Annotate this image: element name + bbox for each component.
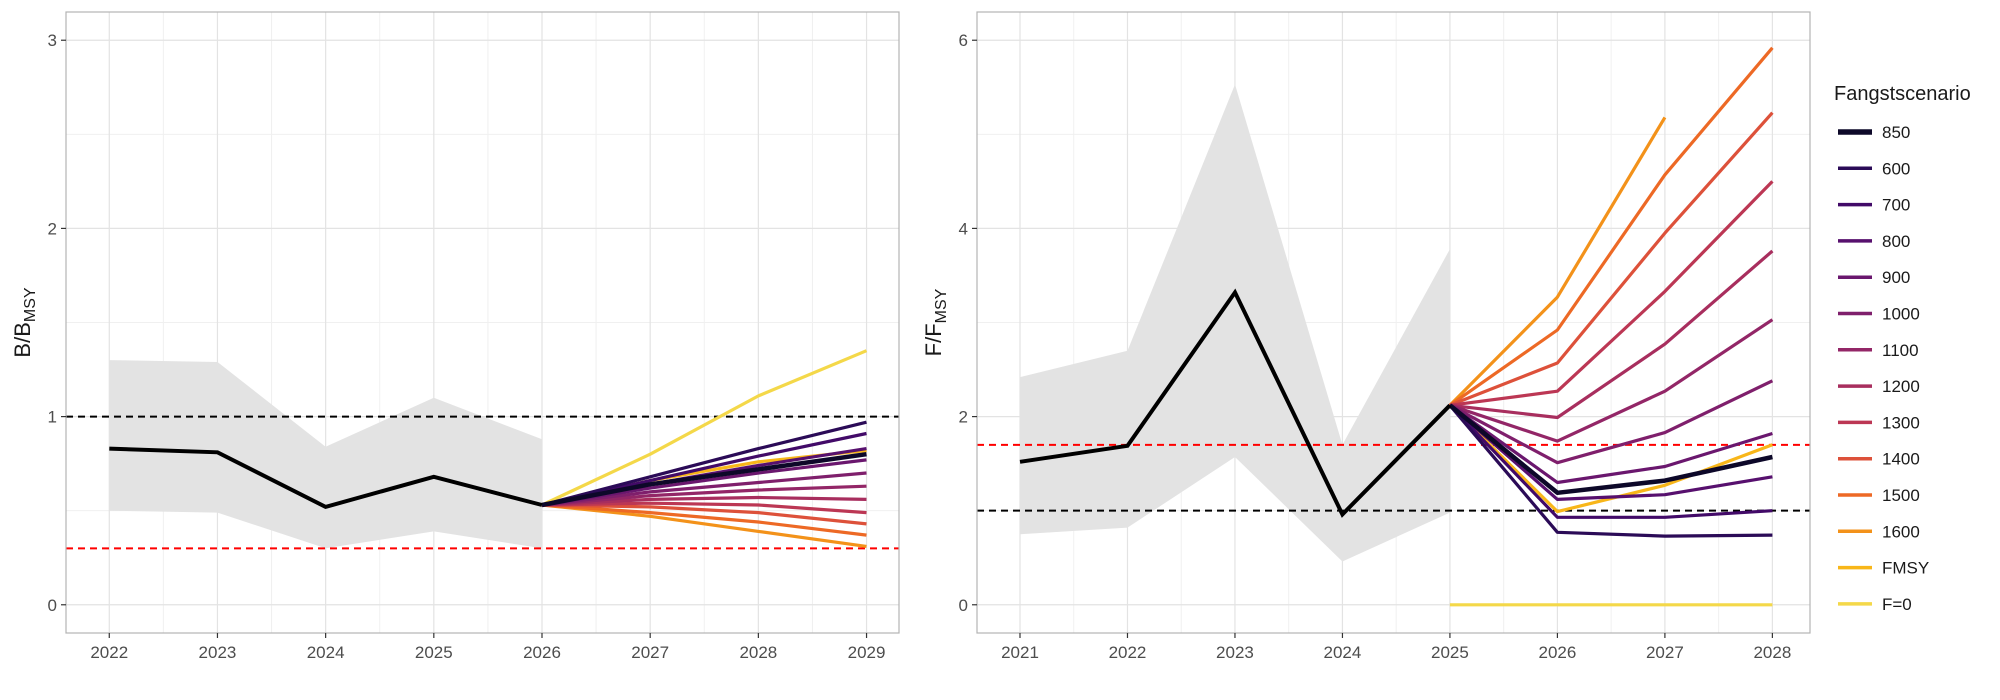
legend-label: 600 [1882, 159, 1910, 178]
x-tick-label: 2025 [415, 643, 453, 662]
y-tick-label: 1 [48, 408, 57, 427]
uncertainty-band [109, 360, 543, 549]
x-tick-label: 2024 [1324, 643, 1362, 662]
series-line-1100 [1449, 318, 1774, 443]
historical-line [109, 446, 543, 510]
series-line-850 [1448, 403, 1773, 496]
legend-label: 800 [1882, 232, 1910, 251]
x-tick-label: 2026 [523, 643, 561, 662]
series-line-1100 [541, 484, 867, 507]
x-tick-label: 2021 [1001, 643, 1039, 662]
legend-label: 1100 [1882, 341, 1919, 360]
legend-label: 700 [1882, 196, 1910, 215]
series-line-600 [541, 420, 867, 507]
series-line-1600 [541, 503, 867, 548]
x-tick-label: 2022 [1109, 643, 1147, 662]
minor-grid [66, 12, 899, 633]
historical-line [1019, 288, 1452, 518]
legend-label: 1500 [1882, 486, 1920, 505]
series-line-600 [1448, 404, 1773, 538]
x-tick-label: 2027 [631, 643, 669, 662]
series-line-900 [1448, 404, 1773, 485]
legend-label: 1400 [1882, 450, 1920, 469]
series-line-1000 [541, 471, 867, 507]
x-tick-label: 2029 [848, 643, 886, 662]
series-line-1500 [1448, 46, 1774, 407]
y-tick-label: 3 [48, 31, 57, 50]
x-tick-label: 2022 [90, 643, 128, 662]
y-axis-title-main: B/B [10, 322, 35, 357]
series-line-1600 [1448, 116, 1667, 407]
series-line-800 [1448, 404, 1773, 501]
legend-label: 1300 [1882, 413, 1920, 432]
y-tick-label: 2 [959, 408, 968, 427]
minor-grid [977, 12, 1810, 633]
legend-label: 850 [1882, 123, 1910, 142]
legend-title: Fangstscenario [1834, 83, 1971, 105]
y-tick-label: 4 [959, 219, 968, 238]
y-axis-title-main: F/F [921, 323, 946, 356]
legend-label: 1600 [1882, 522, 1920, 541]
panel-fmsy: 2021 2022 2023 2024 2025 2026 2027 2028 0 2 4 6 F/FM… [921, 11, 1811, 662]
series-line-700 [1448, 404, 1773, 519]
x-tick-label: 2028 [1753, 643, 1791, 662]
legend: Fangstscenario 850 600 700 800 900 1000 1100 12… [1834, 83, 1971, 614]
series-line-1300 [541, 501, 867, 515]
series-line-1500 [541, 503, 867, 537]
series-line-1400 [1449, 111, 1774, 407]
series-line-1000 [1449, 379, 1774, 465]
x-tick-label: 2023 [199, 643, 237, 662]
series-line-850 [541, 451, 867, 508]
y-tick-label: 0 [48, 596, 57, 615]
y-axis-title: B/BMSY [10, 287, 39, 357]
x-tick-label: 2026 [1538, 643, 1576, 662]
y-axis-title-subscript: MSY [933, 288, 950, 323]
y-axis-title: F/FMSY [921, 288, 950, 356]
x-tick-label: 2024 [307, 643, 345, 662]
legend-label: 1200 [1882, 377, 1920, 396]
y-axis-title-subscript: MSY [22, 287, 39, 322]
y-tick-label: 0 [959, 596, 968, 615]
x-tick-label: 2023 [1216, 643, 1254, 662]
series-line-1300 [1449, 180, 1774, 407]
panel-border [65, 11, 900, 634]
y-tick-label: 6 [959, 31, 968, 50]
series-line-1400 [541, 503, 867, 526]
legend-label: 1000 [1882, 305, 1920, 324]
legend-label: F=0 [1882, 595, 1912, 614]
y-tick-label: 2 [48, 219, 57, 238]
series-line-1200 [541, 495, 867, 507]
series-line-1200 [1449, 249, 1774, 420]
series-line-F0 [541, 349, 868, 507]
x-tick-label: 2025 [1431, 643, 1469, 662]
legend-label: FMSY [1882, 559, 1929, 578]
x-tick-label: 2027 [1646, 643, 1684, 662]
panel-bmsy: 2022 2023 2024 2025 2026 2027 2028 2029 0 1 2 3 B/BM… [10, 11, 900, 662]
legend-label: 900 [1882, 268, 1910, 287]
panel-border [976, 11, 1811, 634]
uncertainty-band [1020, 84, 1450, 562]
x-tick-label: 2028 [739, 643, 777, 662]
